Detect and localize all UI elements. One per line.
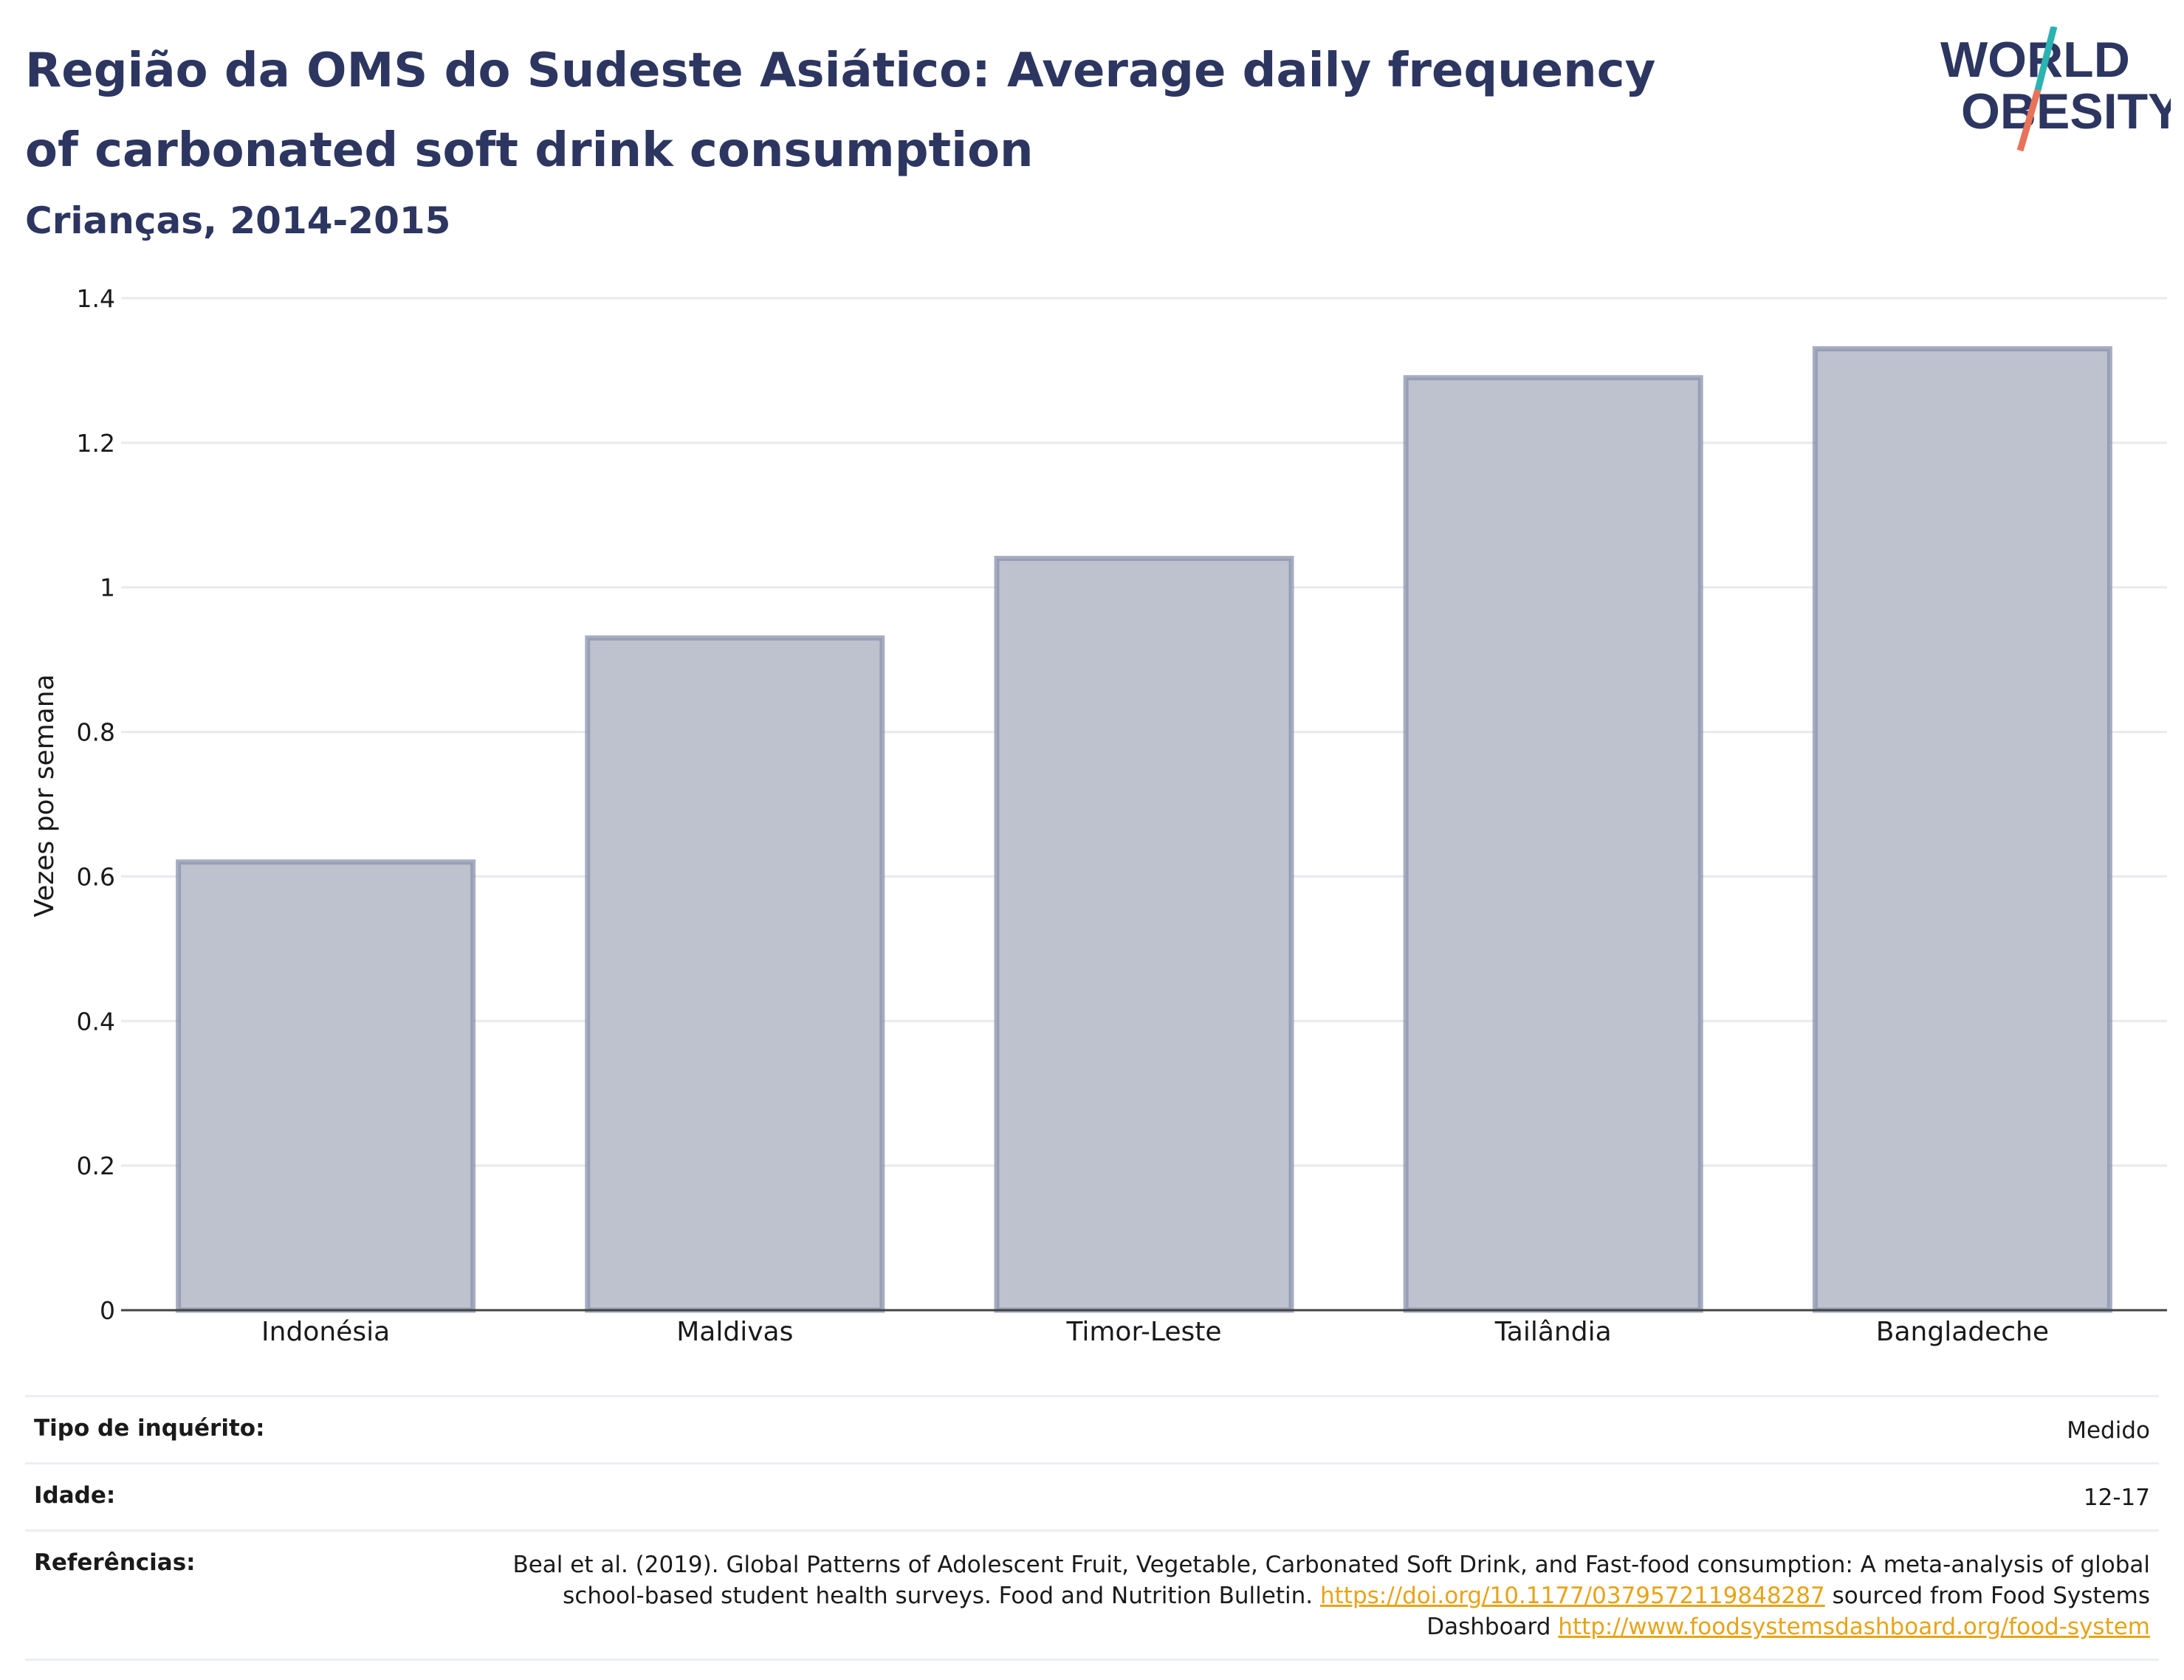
info-row-references: Referências: Beal et al. (2019). Global … — [25, 1529, 2159, 1661]
bars — [176, 346, 2112, 1313]
y-tick-labels: 0 0.2 0.4 0.6 0.8 1 1.2 1.4 — [77, 284, 115, 1325]
x-tick-labels: Indonésia Maldivas Timor-Leste Tailândia Ban… — [261, 1317, 2049, 1347]
logo-word-obesity: OBESITY — [1961, 83, 2171, 140]
x-tick-label: Bangladeche — [1876, 1317, 2049, 1347]
world-obesity-logo: WORLD OBESITY — [1940, 27, 2171, 152]
food-systems-dashboard-link[interactable]: http://www.foodsystemsdashboard.org/food… — [1558, 1614, 2150, 1640]
info-table: Tipo de inquérito: Medido Idade: 12-17 R… — [25, 1395, 2159, 1661]
doi-link[interactable]: https://doi.org/10.1177/0379572119848287 — [1319, 1583, 1825, 1609]
age-value: 12-17 — [2083, 1484, 2150, 1511]
age-label: Idade: — [34, 1482, 116, 1509]
bar-timor-leste — [994, 556, 1294, 1313]
references-value: Beal et al. (2019). Global Patterns of A… — [496, 1549, 2150, 1642]
bar-chart: 0 0.2 0.4 0.6 0.8 1 1.2 1.4 Indonésia Maldivas Ti… — [30, 284, 2167, 1347]
bar-indon-sia — [176, 859, 476, 1313]
chart-title: Região da OMS do Sudeste Asiático: Avera… — [25, 44, 1656, 178]
info-row-age: Idade: 12-17 — [25, 1462, 2159, 1529]
x-tick-label: Tailândia — [1494, 1317, 1612, 1347]
x-tick-label: Maldivas — [676, 1317, 793, 1347]
x-tick-label: Indonésia — [261, 1317, 390, 1347]
bar-bangladeche — [1812, 346, 2112, 1313]
y-tick-label: 0.4 — [77, 1007, 115, 1036]
bar-maldivas — [585, 635, 885, 1313]
y-tick-label: 1.2 — [77, 429, 115, 458]
y-tick-label: 1 — [100, 574, 115, 602]
bar-tail-ndia — [1403, 375, 1703, 1313]
logo-slash-teal — [2034, 27, 2058, 92]
chart-subtitle: Crianças, 2014-2015 — [25, 199, 451, 242]
y-tick-label: 0.8 — [77, 718, 115, 747]
survey-type-value: Medido — [2067, 1417, 2150, 1444]
y-axis-label: Vezes por semana — [30, 674, 60, 917]
y-tick-label: 0.2 — [77, 1151, 115, 1180]
logo-word-world: WORLD — [1940, 32, 2130, 88]
references-text-1: Beal et al. (2019). Global Patterns of A… — [512, 1552, 2150, 1609]
references-label: Referências: — [34, 1549, 196, 1576]
y-tick-label: 0 — [100, 1296, 115, 1325]
references-text-2: sourced from Food Systems Dashboard — [1426, 1583, 2150, 1640]
info-row-survey-type: Tipo de inquérito: Medido — [25, 1395, 2159, 1462]
x-tick-label: Timor-Leste — [1065, 1317, 1221, 1347]
y-tick-label: 0.6 — [77, 862, 115, 891]
y-tick-label: 1.4 — [77, 284, 115, 313]
survey-type-label: Tipo de inquérito: — [34, 1415, 265, 1442]
logo-slash-coral — [2016, 89, 2042, 152]
